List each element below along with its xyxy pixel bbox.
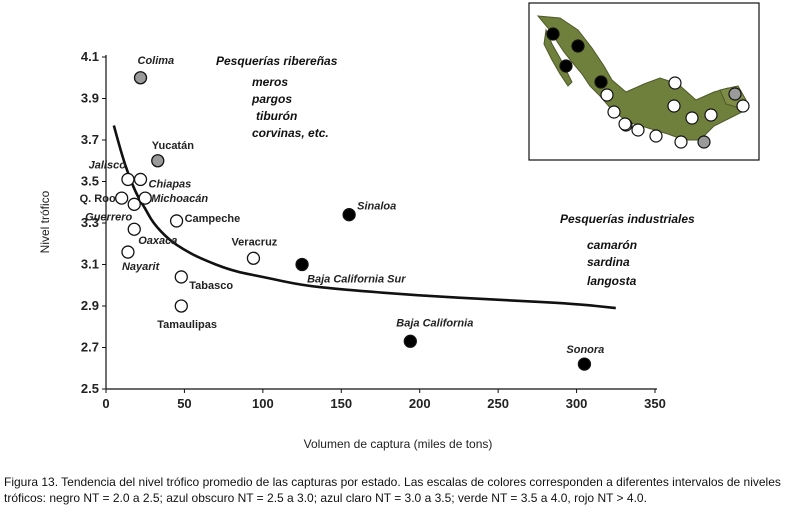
point-label: Yucatán: [152, 140, 194, 152]
data-point: [169, 214, 184, 228]
data-point: [133, 172, 148, 187]
data-points: Colima Yucatán Jalisco Chiapas Q. Roo Michoac…: [80, 55, 604, 371]
x-tick-label: 200: [409, 396, 431, 411]
point-label: Campeche: [185, 213, 241, 225]
map-marker: [704, 108, 718, 122]
point-label: Q. Roo: [80, 193, 116, 205]
point-label: Tabasco: [189, 280, 233, 292]
map-marker: [685, 111, 699, 125]
trend-line: [112, 125, 616, 310]
point-label: Colima: [138, 55, 175, 67]
y-axis-label: Nivel trófico: [38, 190, 52, 253]
y-tick-label: 3.7: [81, 132, 99, 147]
data-point: [174, 270, 188, 284]
mexico-mainland: [536, 15, 747, 141]
data-point: [138, 191, 152, 205]
x-tick-label: 100: [252, 396, 274, 411]
data-point: [121, 172, 135, 187]
point-label: Guerrero: [85, 211, 132, 223]
y-tick-label: 2.5: [81, 381, 99, 396]
map-marker: [546, 27, 560, 41]
point-label: Jalisco: [89, 159, 127, 171]
map-marker: [607, 105, 621, 119]
point-label: Chiapas: [149, 178, 192, 190]
map-marker: [594, 75, 608, 89]
data-point: [151, 154, 165, 168]
annotation-line: sardina: [587, 255, 630, 269]
figure-caption: Figura 13. Tendencia del nivel trófico p…: [4, 475, 781, 505]
x-tick-label: 50: [177, 396, 191, 411]
map-marker: [571, 39, 585, 53]
x-axis-label: Volumen de captura (miles de tons): [304, 437, 493, 451]
map-marker: [618, 117, 632, 131]
map-marker: [559, 59, 573, 73]
annotation-line: Pesquerías ribereñas: [216, 54, 338, 68]
annotation-line: camarón: [587, 238, 637, 252]
point-label: Nayarit: [122, 261, 161, 273]
x-tick-label: 150: [330, 396, 352, 411]
map-marker: [668, 76, 682, 90]
data-point: [174, 299, 188, 313]
map-marker: [600, 88, 614, 102]
point-label: Michoacán: [151, 193, 208, 205]
data-point: [403, 334, 417, 348]
y-tick-label: 3.3: [81, 215, 99, 230]
tick-labels: 0 50 100 150 200 250 300 350 2.5 2.7 2.9 3.1 3.3 3.5 3…: [81, 49, 666, 411]
annotation-line: Pesquerías industriales: [560, 212, 695, 226]
annotation-line: tiburón: [256, 109, 297, 123]
map-marker: [697, 135, 711, 149]
map-marker: [728, 87, 742, 101]
annotation-line: pargos: [251, 92, 292, 106]
x-tick-label: 300: [566, 396, 588, 411]
y-tick-label: 3.5: [81, 174, 99, 189]
point-label: Baja California: [396, 317, 473, 329]
point-label: Sinaloa: [357, 201, 396, 213]
x-tick-label: 0: [102, 396, 109, 411]
map-marker: [631, 123, 645, 137]
data-point: [127, 222, 141, 236]
inset-map: [528, 2, 760, 161]
annotation-line: meros: [252, 75, 288, 89]
data-point: [577, 357, 592, 371]
axes: [102, 55, 657, 393]
point-label: Baja California Sur: [307, 274, 406, 286]
data-point: [246, 251, 261, 265]
data-point: [127, 197, 141, 211]
data-point: [342, 208, 356, 222]
data-point: [115, 191, 129, 205]
annotation-line: corvinas, etc.: [252, 126, 329, 140]
point-label: Veracruz: [231, 236, 277, 248]
y-tick-label: 4.1: [81, 49, 99, 64]
map-marker: [667, 99, 681, 113]
data-point: [133, 71, 148, 85]
y-tick-label: 2.7: [81, 340, 99, 355]
y-tick-label: 3.9: [81, 91, 99, 106]
y-tick-label: 2.9: [81, 298, 99, 313]
annotation-industriales: Pesquerías industriales camarón sardina lan…: [560, 212, 695, 288]
data-point: [121, 245, 135, 259]
map-marker: [736, 99, 750, 113]
map-marker: [674, 135, 688, 149]
x-tick-label: 250: [487, 396, 509, 411]
map-marker: [649, 129, 663, 143]
annotation-ribereñas: Pesquerías ribereñas meros pargos tiburón co…: [216, 54, 338, 140]
x-tick-label: 350: [644, 396, 666, 411]
chart-canvas: 0 50 100 150 200 250 300 350 2.5 2.7 2.9 3.1 3.3 3.5 3…: [38, 2, 760, 451]
point-label: Tamaulipas: [157, 319, 217, 331]
y-tick-label: 3.1: [81, 257, 99, 272]
point-label: Sonora: [566, 344, 604, 356]
data-point: [295, 257, 309, 272]
annotation-line: langosta: [587, 274, 637, 288]
point-label: Oaxaca: [138, 235, 177, 247]
